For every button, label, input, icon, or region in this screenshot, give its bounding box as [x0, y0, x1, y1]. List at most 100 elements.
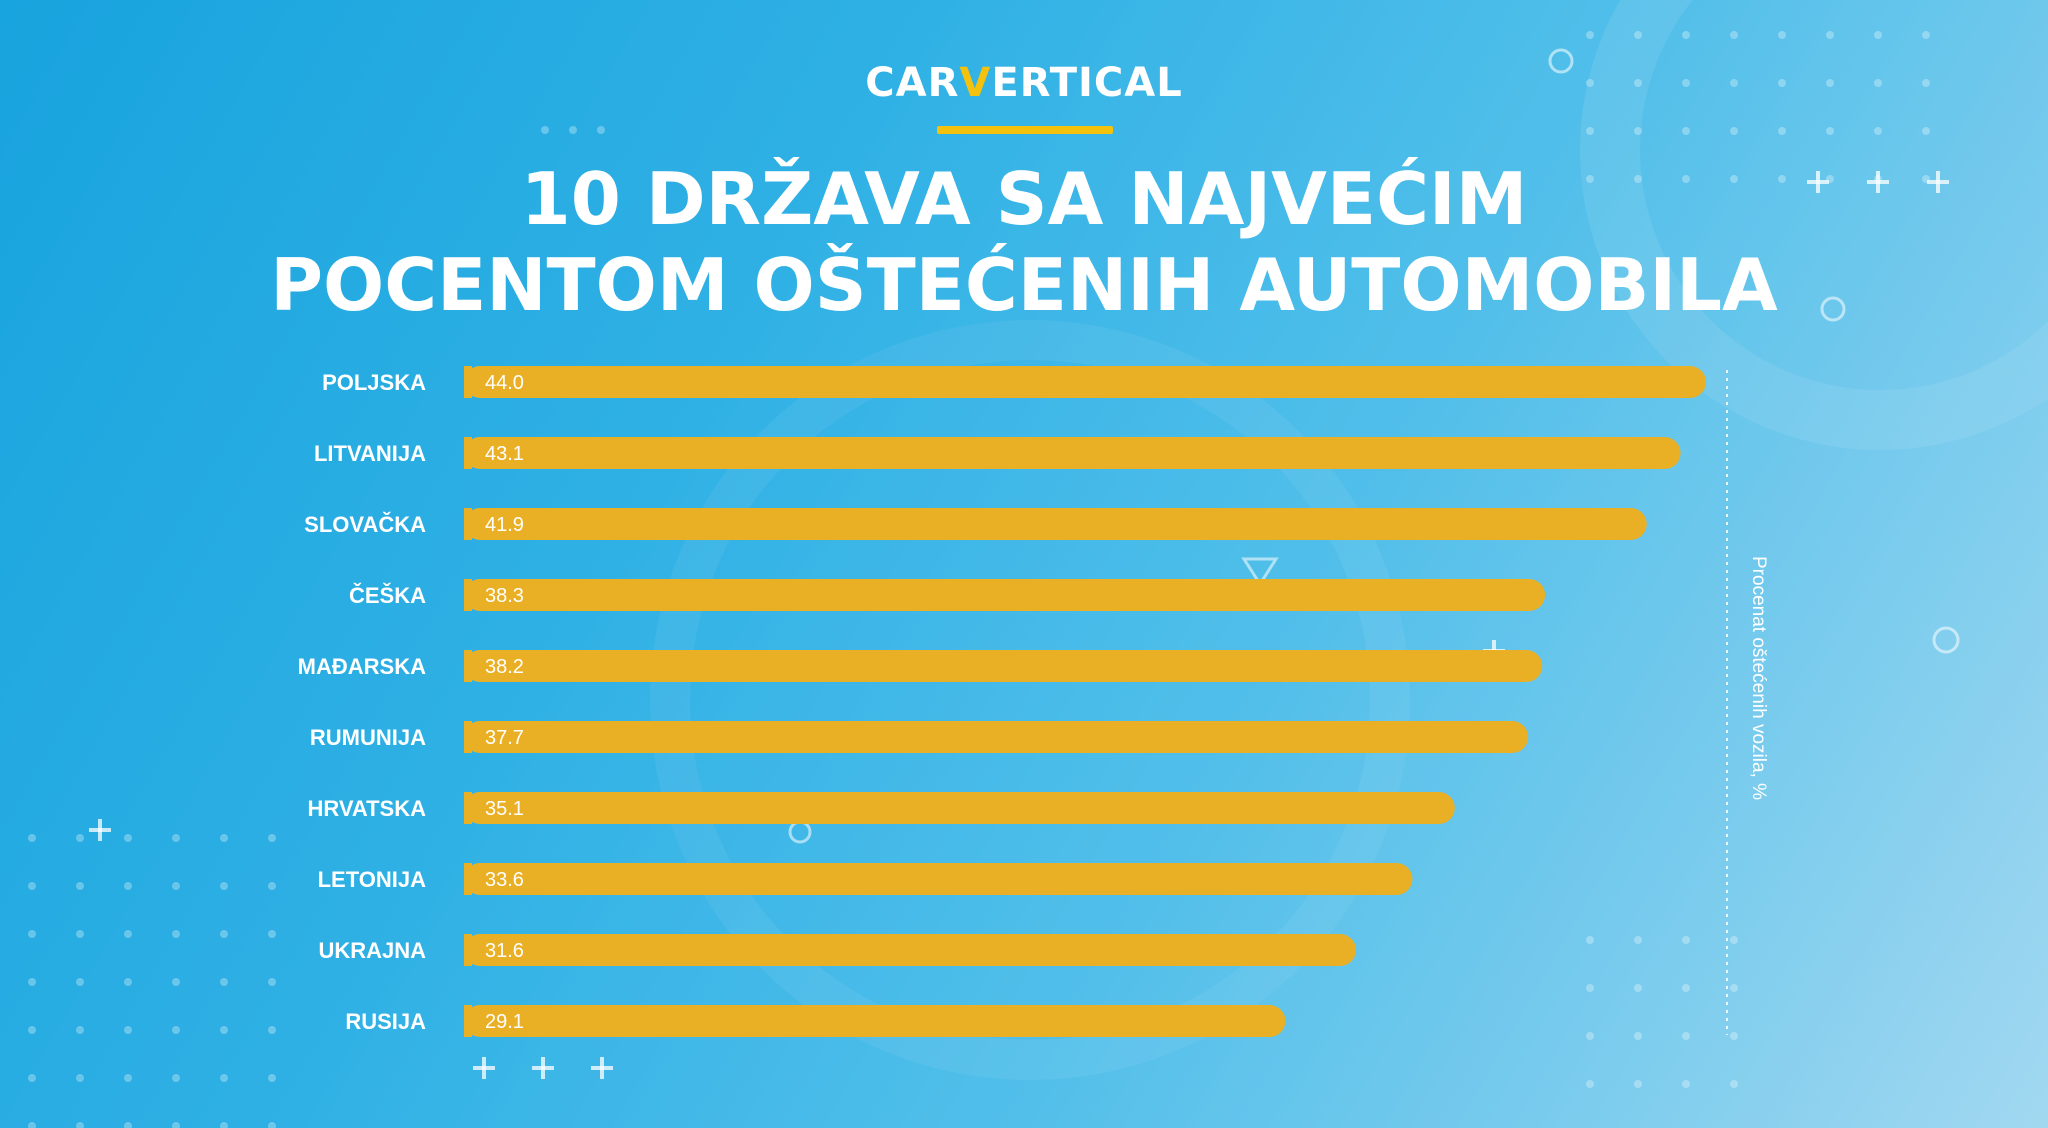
value-label: 38.2: [485, 656, 524, 678]
bg-dot: [28, 1026, 36, 1034]
bg-dot: [1634, 175, 1642, 183]
bg-dot: [1682, 79, 1690, 87]
bar-left-cap: [464, 792, 472, 824]
bg-dot: [1634, 79, 1642, 87]
bar: [464, 1005, 1286, 1037]
value-label: 44.0: [485, 372, 524, 394]
bg-dot: [1634, 984, 1642, 992]
bar: [464, 934, 1356, 966]
bg-dot: [76, 1026, 84, 1034]
bg-dot: [1586, 984, 1594, 992]
bg-dot: [1730, 1032, 1738, 1040]
bg-dot: [1922, 31, 1930, 39]
bg-dot: [1634, 1032, 1642, 1040]
value-label: 29.1: [485, 1011, 524, 1033]
bar-left-cap: [464, 721, 472, 753]
bg-dot: [1730, 936, 1738, 944]
bg-dot: [28, 1074, 36, 1082]
bg-dot: [1586, 79, 1594, 87]
category-label: POLJSKA: [322, 370, 426, 395]
bg-wheel-shape: [650, 320, 1410, 1080]
bg-dot: [28, 930, 36, 938]
bar-left-cap: [464, 366, 472, 398]
bg-dot: [1682, 1080, 1690, 1088]
category-label: SLOVAČKA: [304, 512, 426, 537]
bg-dot: [28, 882, 36, 890]
bg-dot: [124, 834, 132, 842]
bg-dot: [1778, 31, 1786, 39]
bg-dot: [1634, 936, 1642, 944]
bg-dot: [1826, 31, 1834, 39]
bg-dot: [172, 1122, 180, 1128]
bg-dot: [1826, 79, 1834, 87]
bg-triangle: [1241, 557, 1279, 587]
bg-dot: [268, 1074, 276, 1082]
bg-dot: [268, 882, 276, 890]
category-label: LETONIJA: [318, 867, 427, 892]
bar: [464, 437, 1681, 469]
bg-dot: [1778, 127, 1786, 135]
category-label: HRVATSKA: [307, 796, 426, 821]
bg-dot: [1586, 1032, 1594, 1040]
bar: [464, 579, 1546, 611]
bg-dot: [28, 1122, 36, 1128]
carvertical-logo: CARVERTICAL: [0, 60, 2048, 134]
bg-dot: [268, 834, 276, 842]
bg-dot: [1874, 79, 1882, 87]
bar-left-cap: [464, 579, 472, 611]
bg-dot: [124, 1026, 132, 1034]
bar: [464, 721, 1529, 753]
bg-dot: [1682, 175, 1690, 183]
bg-dot: [1682, 1032, 1690, 1040]
bg-dot: [1730, 127, 1738, 135]
bg-dot: [1730, 175, 1738, 183]
bg-dot: [172, 882, 180, 890]
bg-dot: [28, 978, 36, 986]
bg-dot: [1922, 79, 1930, 87]
bg-dot: [1682, 127, 1690, 135]
bg-dot: [220, 834, 228, 842]
bg-dot: [124, 978, 132, 986]
bg-dot: [124, 930, 132, 938]
bg-dot: [597, 126, 605, 134]
value-label: 38.3: [485, 585, 524, 607]
bg-dot: [1586, 936, 1594, 944]
value-label: 33.6: [485, 869, 524, 891]
bg-dot: [124, 1074, 132, 1082]
chart-title: 10 DRŽAVA SA NAJVEĆIM POCENTOM OŠTEĆENIH…: [0, 156, 2048, 328]
bg-dot: [268, 1026, 276, 1034]
bg-dot: [1922, 127, 1930, 135]
bg-dot: [541, 126, 549, 134]
bg-dot: [1874, 31, 1882, 39]
bg-dot: [1778, 175, 1786, 183]
title-line-1: 10 DRŽAVA SA NAJVEĆIM: [520, 157, 1528, 241]
value-label: 31.6: [485, 940, 524, 962]
bar: [464, 650, 1543, 682]
bg-dot: [124, 1122, 132, 1128]
bg-dot: [1778, 79, 1786, 87]
bg-dot: [220, 1026, 228, 1034]
value-label: 41.9: [485, 514, 524, 536]
bg-dot: [76, 978, 84, 986]
bg-dot: [1826, 127, 1834, 135]
bg-dot: [1874, 127, 1882, 135]
category-label: ČEŠKA: [349, 583, 426, 608]
title-line-2: POCENTOM OŠTEĆENIH AUTOMOBILA: [270, 243, 1778, 327]
bg-dot: [76, 834, 84, 842]
bg-dot: [1682, 936, 1690, 944]
bg-dot: [1682, 31, 1690, 39]
value-label: 35.1: [485, 798, 524, 820]
bar-left-cap: [464, 863, 472, 895]
bar-left-cap: [464, 934, 472, 966]
bg-dot: [1730, 31, 1738, 39]
bar-left-cap: [464, 650, 472, 682]
bar-left-cap: [464, 437, 472, 469]
bg-dot: [1730, 984, 1738, 992]
bg-dot: [76, 1074, 84, 1082]
bg-dot: [172, 978, 180, 986]
category-label: UKRAJNA: [318, 938, 426, 963]
bg-dot: [1634, 1080, 1642, 1088]
bg-dot: [220, 1074, 228, 1082]
bg-ring: [1548, 48, 1574, 74]
